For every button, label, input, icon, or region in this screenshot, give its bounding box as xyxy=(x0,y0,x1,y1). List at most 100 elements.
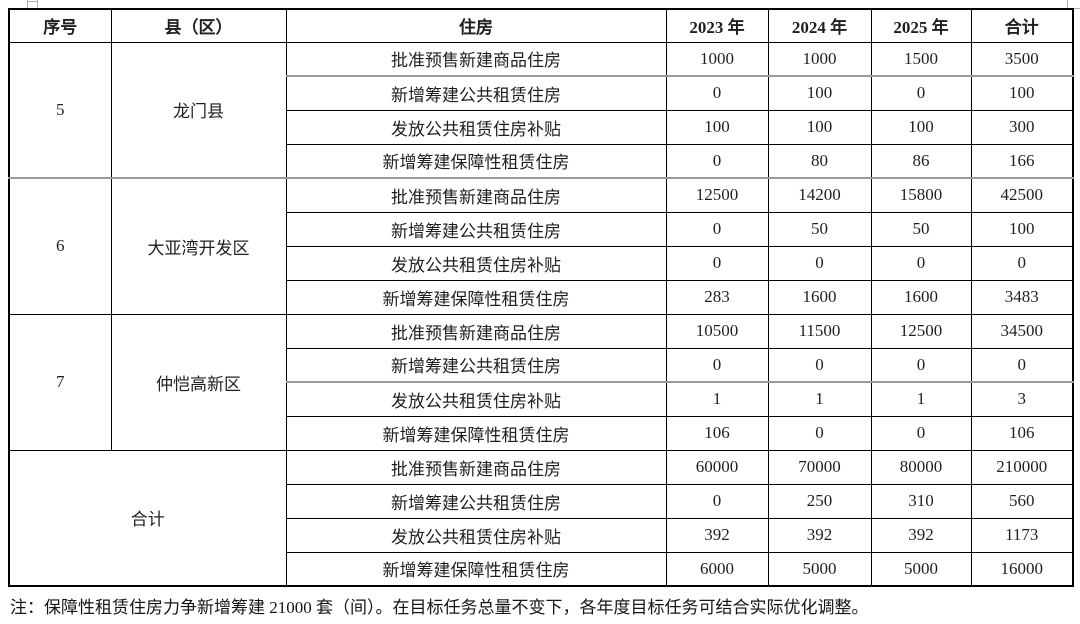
value-2025: 50 xyxy=(870,211,972,247)
value-2024: 70000 xyxy=(767,449,872,485)
row-label: 批准预售新建商品住房 xyxy=(285,177,667,213)
value-2024: 11500 xyxy=(767,313,872,349)
value-2025: 1 xyxy=(870,381,972,417)
value-2023: 12500 xyxy=(665,177,769,213)
value-total: 3483 xyxy=(970,279,1074,315)
value-2023: 0 xyxy=(665,211,769,247)
value-total: 16000 xyxy=(970,551,1074,587)
value-total: 106 xyxy=(970,415,1074,451)
table-row: 新增筹建公共租赁住房 0 250 310 560 xyxy=(9,483,1074,519)
value-total: 0 xyxy=(970,347,1074,383)
group-index: 5 xyxy=(8,41,112,179)
header-index: 序号 xyxy=(8,8,112,43)
value-2024: 392 xyxy=(767,517,872,553)
value-2025: 0 xyxy=(870,415,972,451)
value-total: 560 xyxy=(970,483,1074,519)
value-2025: 392 xyxy=(870,517,972,553)
value-total: 3500 xyxy=(970,41,1074,77)
value-2024: 1600 xyxy=(767,279,872,315)
value-total: 100 xyxy=(970,211,1074,247)
value-2024: 14200 xyxy=(767,177,872,213)
value-2025: 0 xyxy=(870,245,972,281)
row-label: 新增筹建保障性租赁住房 xyxy=(285,143,667,179)
value-total: 42500 xyxy=(970,177,1074,213)
value-2023: 1000 xyxy=(665,41,769,77)
row-label: 批准预售新建商品住房 xyxy=(285,313,667,349)
header-total: 合计 xyxy=(970,8,1074,43)
row-label: 新增筹建保障性租赁住房 xyxy=(285,551,667,587)
value-2023: 60000 xyxy=(665,449,769,485)
value-2024: 100 xyxy=(767,75,872,111)
value-2025: 15800 xyxy=(870,177,972,213)
table-row: 6 大亚湾开发区 批准预售新建商品住房 12500 14200 15800 42… xyxy=(8,177,1074,315)
value-2023: 10500 xyxy=(665,313,769,349)
value-2023: 392 xyxy=(665,517,769,553)
value-2025: 100 xyxy=(870,109,972,145)
table-row: 新增筹建保障性租赁住房 0 80 86 166 xyxy=(9,143,1074,179)
footnote: 注：保障性租赁住房力争新增筹建 21000 套（间）。在目标任务总量不变下，各年… xyxy=(10,598,869,617)
table-row: 5 龙门县 批准预售新建商品住房 1000 1000 1500 3500 xyxy=(8,41,1074,179)
value-2023: 100 xyxy=(665,109,769,145)
value-2025: 80000 xyxy=(870,449,972,485)
value-2024: 50 xyxy=(767,211,872,247)
value-2024: 0 xyxy=(767,347,872,383)
table-row: 合计 批准预售新建商品住房 60000 70000 80000 210000 xyxy=(8,449,1074,587)
group-index: 6 xyxy=(8,177,112,315)
value-2023: 283 xyxy=(665,279,769,315)
table-row: 发放公共租赁住房补贴 0 0 0 0 xyxy=(9,245,1074,281)
table-row: 7 仲恺高新区 批准预售新建商品住房 10500 11500 12500 345… xyxy=(8,313,1074,451)
row-label: 新增筹建公共租赁住房 xyxy=(285,75,667,111)
table-continuation-mark xyxy=(27,0,28,8)
value-2025: 0 xyxy=(870,75,972,111)
table-row: 新增筹建保障性租赁住房 106 0 0 106 xyxy=(9,415,1074,451)
value-2023: 0 xyxy=(665,75,769,111)
value-2024: 1 xyxy=(767,381,872,417)
value-2025: 86 xyxy=(870,143,972,179)
table-continuation-mark xyxy=(1067,0,1068,8)
row-label: 新增筹建保障性租赁住房 xyxy=(285,415,667,451)
value-2025: 12500 xyxy=(870,313,972,349)
header-housing: 住房 xyxy=(285,8,667,43)
value-2024: 1000 xyxy=(767,41,872,77)
housing-plan-table: 序号 县（区） 住房 2023 年 2024 年 2025 年 合计 5 龙门县… xyxy=(8,8,1074,587)
row-label: 批准预售新建商品住房 xyxy=(285,41,667,77)
value-2023: 1 xyxy=(665,381,769,417)
value-2025: 0 xyxy=(870,347,972,383)
value-2024: 5000 xyxy=(767,551,872,587)
row-label: 新增筹建公共租赁住房 xyxy=(285,347,667,383)
value-total: 300 xyxy=(970,109,1074,145)
value-2023: 106 xyxy=(665,415,769,451)
value-2024: 250 xyxy=(767,483,872,519)
value-2025: 310 xyxy=(870,483,972,519)
table-row: 新增筹建保障性租赁住房 6000 5000 5000 16000 xyxy=(9,551,1074,587)
header-row: 序号 县（区） 住房 2023 年 2024 年 2025 年 合计 xyxy=(8,8,1074,43)
value-total: 0 xyxy=(970,245,1074,281)
group-district: 大亚湾开发区 xyxy=(110,177,287,315)
value-2023: 0 xyxy=(665,483,769,519)
value-total: 34500 xyxy=(970,313,1074,349)
value-2025: 5000 xyxy=(870,551,972,587)
row-label: 发放公共租赁住房补贴 xyxy=(285,517,667,553)
group-district: 仲恺高新区 xyxy=(110,313,287,451)
table-row: 发放公共租赁住房补贴 392 392 392 1173 xyxy=(9,517,1074,553)
value-total: 166 xyxy=(970,143,1074,179)
header-2025: 2025 年 xyxy=(870,8,972,43)
value-total: 3 xyxy=(970,381,1074,417)
value-2023: 0 xyxy=(665,347,769,383)
row-label: 新增筹建公共租赁住房 xyxy=(285,483,667,519)
value-2023: 0 xyxy=(665,245,769,281)
value-2025: 1600 xyxy=(870,279,972,315)
value-total: 100 xyxy=(970,75,1074,111)
header-2023: 2023 年 xyxy=(665,8,769,43)
value-2024: 0 xyxy=(767,415,872,451)
row-label: 发放公共租赁住房补贴 xyxy=(285,109,667,145)
value-2024: 80 xyxy=(767,143,872,179)
group-total-label: 合计 xyxy=(8,449,287,587)
table-continuation-mark xyxy=(27,1,38,2)
row-label: 新增筹建保障性租赁住房 xyxy=(285,279,667,315)
value-2025: 1500 xyxy=(870,41,972,77)
header-district: 县（区） xyxy=(110,8,287,43)
value-total: 1173 xyxy=(970,517,1074,553)
row-label: 批准预售新建商品住房 xyxy=(285,449,667,485)
